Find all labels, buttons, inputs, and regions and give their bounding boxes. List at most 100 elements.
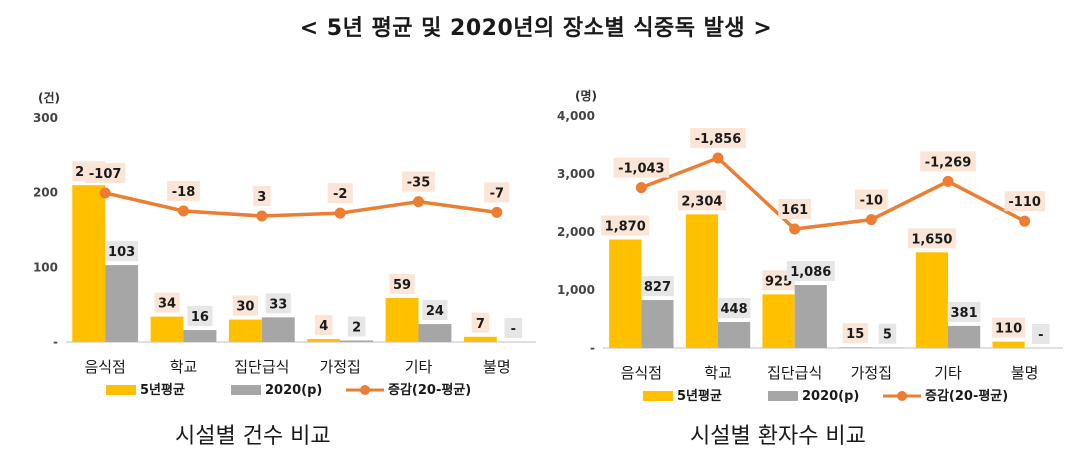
data-label-5yr-avg-bg: [154, 292, 180, 313]
data-label-5yr-avg: 2,304: [681, 194, 722, 209]
line-diff: [104, 191, 498, 218]
y-tick-label: 3,000: [557, 167, 595, 181]
legend-label-2020: 2020(p): [802, 389, 859, 404]
x-tick-label: 집단급식: [234, 358, 289, 376]
data-label-2020: 103: [108, 245, 135, 260]
page-title: < 5년 평균 및 2020년의 장소별 식중독 발생 >: [299, 16, 773, 41]
point-diff: [99, 187, 111, 199]
data-label-2020: 827: [644, 280, 671, 295]
data-label-5yr-avg: 34: [158, 297, 176, 312]
legend-swatch-5yr-avg: [643, 391, 673, 401]
data-label-5yr-avg-bg: [232, 295, 258, 316]
data-label-5yr-avg: 925: [765, 274, 792, 289]
data-label-5yr-avg: 4: [319, 319, 328, 334]
bar-5yr-avg: [685, 214, 718, 348]
point-diff: [334, 207, 346, 219]
legend-swatch-2020: [768, 391, 798, 401]
legend-label-diff: 증감(20-평균): [925, 388, 1008, 404]
point-diff: [712, 152, 724, 164]
data-label-2020: 448: [721, 302, 748, 317]
bar-5yr-avg: [839, 347, 872, 348]
bar-5yr-avg: [463, 336, 497, 342]
data-label-2020-bg: [504, 318, 523, 338]
data-label-diff-bg: [613, 157, 670, 178]
data-label-diff: -10: [860, 194, 884, 209]
legend-swatch-5yr-avg: [106, 385, 136, 395]
legend-label-2020: 2020(p): [265, 383, 322, 398]
legend-label-diff: 증감(20-평균): [388, 382, 471, 398]
legend-swatch-2020: [231, 385, 261, 395]
data-label-diff-bg: [854, 189, 888, 210]
data-label-diff-bg: [402, 171, 435, 192]
y-tick-label: 4,000: [557, 109, 595, 123]
data-label-2020-bg: [422, 300, 448, 321]
data-label-diff: -7: [490, 186, 504, 201]
data-label-2020: 24: [426, 304, 444, 319]
data-label-2020-bg: [187, 306, 213, 327]
bar-2020: [261, 317, 295, 342]
bar-2020: [794, 285, 827, 348]
bar-5yr-avg: [150, 316, 184, 342]
y-tick-label: -: [53, 335, 58, 349]
y-axis-unit: (명): [575, 89, 597, 103]
bar-2020: [183, 330, 217, 342]
x-tick-label: 집단급식: [767, 364, 822, 382]
bar-5yr-avg: [609, 239, 642, 348]
data-label-diff: -107: [89, 167, 122, 182]
data-label-diff: 3: [257, 190, 266, 205]
x-tick-label: 기타: [405, 358, 433, 376]
data-label-diff-bg: [690, 128, 746, 148]
x-tick-label: 음식점: [621, 364, 662, 382]
point-diff: [789, 223, 801, 235]
y-tick-label: 200: [33, 186, 58, 200]
legend-marker-diff: [360, 385, 370, 395]
data-label-2020-bg: [347, 316, 366, 337]
y-tick-label: 2,000: [557, 225, 595, 239]
data-label-5yr-avg-bg: [907, 228, 956, 249]
bar-5yr-avg: [915, 252, 948, 348]
y-tick-label: 300: [33, 111, 58, 125]
data-label-2020-bg: [786, 261, 835, 282]
bar-2020: [340, 340, 374, 342]
data-label-diff: -35: [407, 176, 431, 191]
bar-2020: [948, 325, 981, 348]
data-label-2020: 2: [352, 321, 361, 336]
data-label-5yr-avg-bg: [314, 315, 333, 336]
bar-5yr-avg: [762, 294, 795, 348]
data-label-2020-bg: [641, 276, 674, 297]
data-label-5yr-avg-bg: [992, 317, 1025, 338]
chart-case-count: (건)-100200300210103음식점3416학교3033집단급식42가정…: [33, 90, 536, 398]
data-label-diff: 161: [781, 203, 808, 218]
data-label-2020: 16: [191, 310, 209, 325]
legend-label-5yr-avg: 5년평균: [677, 388, 722, 404]
point-diff: [491, 206, 503, 218]
x-tick-label: 음식점: [84, 358, 125, 376]
chart-patient-count: (명) - 1,000 2,000 3,000 4,000 1,870 827 음식점 2,304…: [557, 89, 1063, 404]
data-label-5yr-avg: 1,870: [605, 220, 646, 235]
data-label-diff: -1,043: [618, 162, 665, 177]
x-tick-label: 가정집: [851, 364, 892, 382]
data-label-diff-bg: [1004, 191, 1045, 212]
y-tick-label: 1,000: [557, 283, 595, 297]
data-label-2020-bg: [878, 323, 897, 344]
bar-5yr-avg: [228, 319, 262, 342]
data-label-diff: -1,856: [695, 132, 742, 147]
data-label-5yr-avg-bg: [389, 273, 415, 294]
data-label-2020-bg: [947, 301, 981, 322]
point-diff: [1019, 215, 1031, 227]
x-tick-label: 불명: [1011, 364, 1039, 382]
bar-2020: [718, 322, 751, 348]
data-label-diff: -2: [333, 187, 347, 202]
data-label-diff-bg: [327, 183, 353, 204]
point-diff: [865, 214, 877, 226]
y-axis-unit: (건): [38, 90, 60, 105]
x-tick-label: 불명: [483, 358, 511, 376]
data-label-5yr-avg: 59: [393, 278, 411, 293]
x-tick-label: 학교: [170, 358, 198, 376]
line-diff: [640, 155, 1026, 231]
bar-5yr-avg: [385, 297, 419, 342]
chart-caption-patient-count: 시설별 환자수 비교: [690, 424, 866, 449]
data-label-diff: -110: [1008, 195, 1041, 210]
legend-label-5yr-avg: 5년평균: [140, 382, 185, 398]
point-diff: [635, 182, 647, 194]
